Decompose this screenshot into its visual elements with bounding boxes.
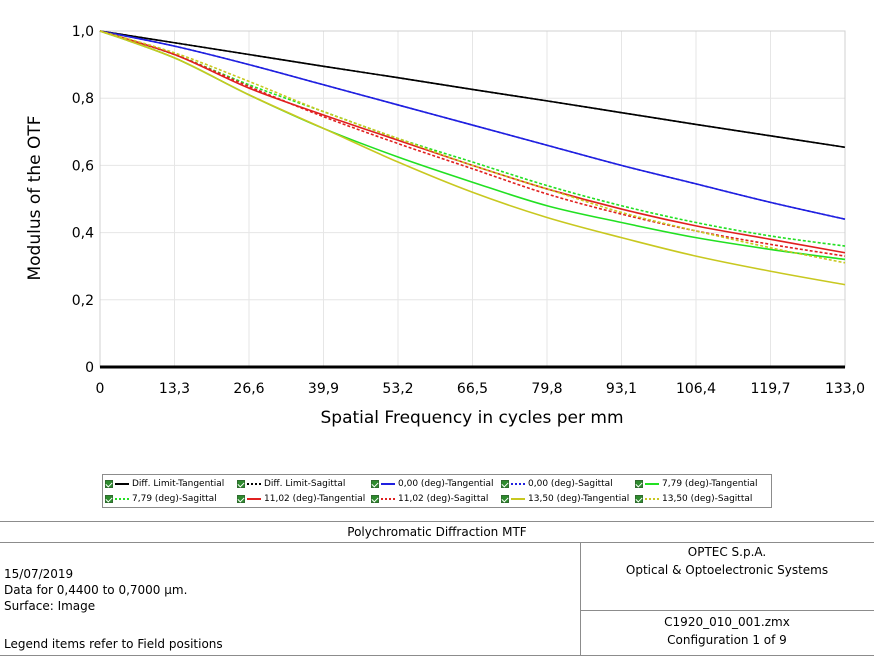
x-tick-label: 133,0 xyxy=(825,381,865,397)
checkbox-icon[interactable] xyxy=(371,494,379,503)
y-tick-label: 0,2 xyxy=(72,293,94,309)
legend-swatch xyxy=(247,482,261,485)
legend-swatch xyxy=(381,497,395,500)
info-title: Polychromatic Diffraction MTF xyxy=(347,525,527,539)
legend-item[interactable]: Diff. Limit-Tangential xyxy=(105,476,224,491)
grid xyxy=(99,30,846,368)
legend-item[interactable]: 7,79 (deg)-Sagittal xyxy=(105,491,217,506)
info-date: 15/07/2019 xyxy=(4,567,74,581)
info-note: Legend items refer to Field positions xyxy=(4,637,223,651)
x-axis-label: Spatial Frequency in cycles per mm xyxy=(320,408,623,428)
legend: Diff. Limit-Tangential Diff. Limit-Sagitt… xyxy=(102,474,772,508)
legend-swatch xyxy=(645,497,659,500)
legend-swatch xyxy=(115,497,129,500)
legend-swatch xyxy=(381,482,395,485)
x-tick-label: 119,7 xyxy=(750,381,790,397)
company-name: OPTEC S.p.A. xyxy=(687,545,767,559)
legend-label: 0,00 (deg)-Tangential xyxy=(398,478,494,489)
legend-row-1: Diff. Limit-Tangential Diff. Limit-Sagitt… xyxy=(105,476,769,491)
x-tick-label: 13,3 xyxy=(159,381,190,397)
legend-label: 0,00 (deg)-Sagittal xyxy=(528,478,613,489)
series-line-8 xyxy=(99,30,846,286)
company-subtitle: Optical & Optoelectronic Systems xyxy=(625,563,829,577)
y-tick-label: 0,6 xyxy=(72,158,94,174)
checkbox-icon[interactable] xyxy=(371,479,379,488)
legend-item[interactable]: 11,02 (deg)-Tangential xyxy=(237,491,365,506)
series-line-5 xyxy=(99,30,846,247)
x-tick-label: 66,5 xyxy=(457,381,488,397)
y-tick-label: 1,0 xyxy=(72,24,94,40)
y-tick-label: 0,8 xyxy=(72,91,94,107)
info-surface: Surface: Image xyxy=(4,599,96,613)
legend-swatch xyxy=(511,482,525,485)
legend-label: Diff. Limit-Sagittal xyxy=(264,478,346,489)
checkbox-icon[interactable] xyxy=(635,479,643,488)
configuration: Configuration 1 of 9 xyxy=(667,633,787,647)
checkbox-icon[interactable] xyxy=(237,479,245,488)
info-panel: Polychromatic Diffraction MTF 15/07/2019… xyxy=(0,521,874,656)
x-tick-label: 79,8 xyxy=(531,381,562,397)
x-tick-label: 106,4 xyxy=(676,381,716,397)
y-axis-label: Modulus of the OTF xyxy=(25,115,45,280)
checkbox-icon[interactable] xyxy=(501,494,509,503)
x-tick-label: 26,6 xyxy=(233,381,264,397)
legend-label: 13,50 (deg)-Tangential xyxy=(528,493,630,504)
legend-item[interactable]: 0,00 (deg)-Tangential xyxy=(371,476,494,491)
series-line-9 xyxy=(99,30,846,264)
legend-swatch xyxy=(645,482,659,485)
legend-label: 7,79 (deg)-Sagittal xyxy=(132,493,217,504)
legend-swatch xyxy=(511,497,525,500)
legend-item[interactable]: 11,02 (deg)-Sagittal xyxy=(371,491,488,506)
legend-label: 11,02 (deg)-Sagittal xyxy=(398,493,489,504)
mtf-chart: 0 13,3 26,6 39,9 53,2 66,5 79,8 93,1 106,4 119,7 1… xyxy=(25,24,865,428)
legend-item[interactable]: 13,50 (deg)-Tangential xyxy=(501,491,629,506)
checkbox-icon[interactable] xyxy=(635,494,643,503)
x-tick-label: 53,2 xyxy=(382,381,413,397)
legend-item[interactable]: 0,00 (deg)-Sagittal xyxy=(501,476,613,491)
info-wavelength: Data for 0,4400 to 0,7000 µm. xyxy=(4,583,188,597)
legend-item[interactable]: 7,79 (deg)-Tangential xyxy=(635,476,758,491)
y-tick-label: 0 xyxy=(85,360,94,376)
checkbox-icon[interactable] xyxy=(105,494,113,503)
legend-label: 7,79 (deg)-Tangential xyxy=(662,478,758,489)
legend-item[interactable]: Diff. Limit-Sagittal xyxy=(237,476,345,491)
legend-swatch xyxy=(247,497,261,500)
legend-label: 11,02 (deg)-Tangential xyxy=(264,493,366,504)
series-line-1 xyxy=(99,30,846,149)
checkbox-icon[interactable] xyxy=(105,479,113,488)
x-tick-label: 0 xyxy=(96,381,105,397)
series-group xyxy=(99,30,846,286)
series-line-2 xyxy=(99,30,846,220)
file-name: C1920_010_001.zmx xyxy=(664,615,790,629)
axes xyxy=(99,30,846,369)
legend-label: 13,50 (deg)-Sagittal xyxy=(662,493,753,504)
legend-swatch xyxy=(115,482,129,485)
y-tick-label: 0,4 xyxy=(72,226,94,242)
checkbox-icon[interactable] xyxy=(237,494,245,503)
legend-row-2: 7,79 (deg)-Sagittal 11,02 (deg)-Tangentia… xyxy=(105,491,769,506)
x-tick-label: 39,9 xyxy=(308,381,339,397)
checkbox-icon[interactable] xyxy=(501,479,509,488)
legend-label: Diff. Limit-Tangential xyxy=(132,478,225,489)
tick-labels: 0 13,3 26,6 39,9 53,2 66,5 79,8 93,1 106,4 119,7 1… xyxy=(72,24,865,397)
legend-item[interactable]: 13,50 (deg)-Sagittal xyxy=(635,491,752,506)
x-tick-label: 93,1 xyxy=(606,381,637,397)
